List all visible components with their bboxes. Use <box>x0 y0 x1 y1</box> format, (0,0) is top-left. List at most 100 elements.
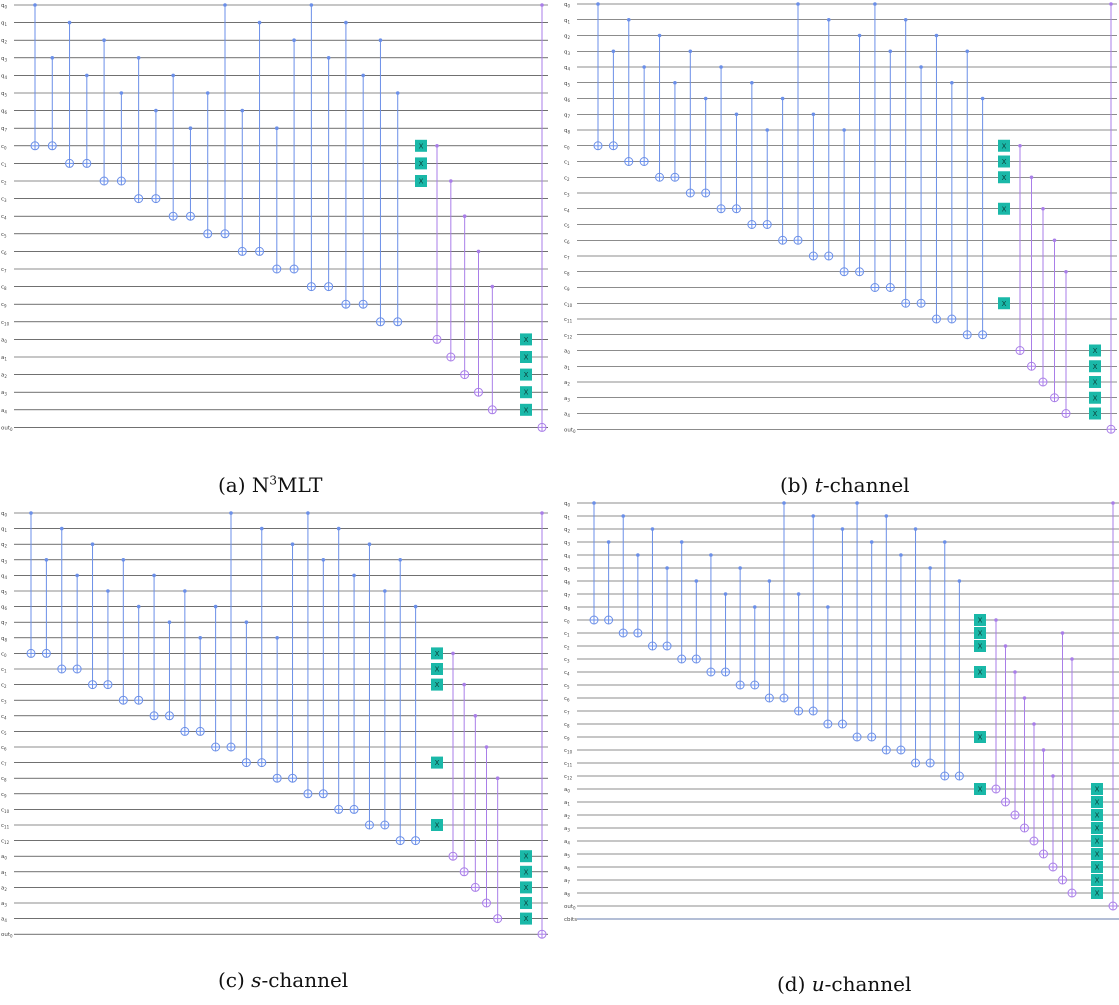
x-gate-label: X <box>1002 142 1007 150</box>
control-dot <box>102 38 106 42</box>
wire-label: a0 <box>564 349 570 356</box>
wire-label: q2 <box>1 38 8 45</box>
x-gate <box>1091 835 1103 847</box>
control-dot <box>171 73 175 78</box>
x-gate <box>1089 391 1101 404</box>
control-dot <box>75 573 79 578</box>
wire-label: out0 <box>1 932 13 939</box>
wire-label: a4 <box>564 839 570 846</box>
wire-label: a2 <box>1 885 7 892</box>
wire-label: c10 <box>1 807 10 814</box>
wire-label: q3 <box>1 56 8 63</box>
wire-label: q8 <box>1 636 8 643</box>
x-gate-label: X <box>524 406 529 414</box>
control-dot <box>290 542 295 546</box>
x-gate-label: X <box>1093 363 1098 371</box>
control-dot <box>965 49 970 54</box>
control-dot <box>796 2 800 6</box>
wire-label: c9 <box>564 735 570 742</box>
x-gate <box>431 756 443 769</box>
control-dot <box>928 566 932 570</box>
wire-label: q3 <box>564 540 571 547</box>
control-dot <box>899 553 903 557</box>
x-gate <box>1089 360 1101 373</box>
x-gate-label: X <box>978 669 983 677</box>
x-gate <box>520 333 532 346</box>
control-dot <box>223 3 227 7</box>
wire-label: c8 <box>1 285 7 292</box>
control-dot <box>1003 644 1008 648</box>
x-gate <box>1089 376 1101 388</box>
x-gate-label: X <box>524 336 529 344</box>
control-dot <box>826 605 830 609</box>
control-dot <box>205 91 210 95</box>
wire-label: c4 <box>1 214 7 221</box>
control-dot <box>395 91 400 95</box>
control-dot <box>449 179 453 183</box>
panel-d: q0 q1 q2 q3 q4 q5 q6 q7 q8 c0 c1 c2 c3 c4 c5 c6 c7 c8 c9 c1… <box>563 500 1119 955</box>
control-dot <box>383 589 387 593</box>
wire-label: a1 <box>564 800 570 807</box>
control-dot <box>188 126 193 130</box>
x-gate-label: X <box>1095 851 1100 859</box>
control-dot <box>650 527 655 531</box>
x-gate-label: X <box>1095 838 1100 846</box>
wire-label: c12 <box>1 839 10 846</box>
control-dot <box>869 540 874 544</box>
x-gate <box>520 865 532 878</box>
wire-label: c4 <box>564 207 570 214</box>
x-gate-label: X <box>1002 158 1007 166</box>
wire-label: c12 <box>564 333 573 340</box>
control-dot <box>398 558 403 562</box>
control-dot <box>857 33 862 38</box>
control-dot <box>1052 238 1057 243</box>
control-dot <box>1070 657 1074 661</box>
x-gate <box>1091 848 1103 860</box>
wire-label: c4 <box>564 670 570 677</box>
control-dot <box>765 128 770 132</box>
wire-label: c0 <box>564 144 570 151</box>
x-gate-label: X <box>1002 300 1007 308</box>
x-gate-label: X <box>1002 174 1007 182</box>
control-dot <box>275 126 279 130</box>
wire-label: q2 <box>564 527 571 534</box>
x-gate <box>520 403 532 416</box>
wire-label: c9 <box>564 286 570 293</box>
x-gate <box>998 171 1010 184</box>
control-dot <box>1018 143 1022 148</box>
x-gate-label: X <box>1095 812 1100 820</box>
wire-label: c5 <box>564 223 570 230</box>
wire-label: c8 <box>564 722 570 729</box>
wire-label: c5 <box>564 683 570 690</box>
control-dot <box>703 96 708 101</box>
control-dot <box>738 566 742 570</box>
control-dot <box>240 108 245 113</box>
control-dot <box>626 17 631 22</box>
control-dot <box>344 20 348 25</box>
control-dot <box>257 20 262 25</box>
x-gate <box>431 647 443 660</box>
caption-d: (d) u-channel <box>777 972 912 996</box>
x-gate <box>1091 887 1103 899</box>
control-dot <box>750 80 754 85</box>
control-dot <box>275 636 279 640</box>
control-dot <box>413 604 418 609</box>
x-gate <box>520 368 532 381</box>
control-dot <box>606 540 611 544</box>
control-dot <box>884 514 889 518</box>
wire-label: q7 <box>1 620 8 627</box>
control-dot <box>636 553 640 557</box>
x-gate-label: X <box>1095 877 1100 885</box>
control-dot <box>1060 631 1065 635</box>
control-dot <box>811 112 816 117</box>
x-gate <box>1091 809 1103 821</box>
control-dot <box>826 17 831 22</box>
wire-label: c6 <box>1 249 7 256</box>
wire-label: a0 <box>1 337 7 344</box>
control-dot <box>462 682 466 687</box>
wire-label: out0 <box>564 427 576 434</box>
x-gate <box>520 912 532 925</box>
control-dot <box>490 284 495 289</box>
wire-label: c2 <box>1 179 7 186</box>
wire-label: c3 <box>1 197 7 204</box>
